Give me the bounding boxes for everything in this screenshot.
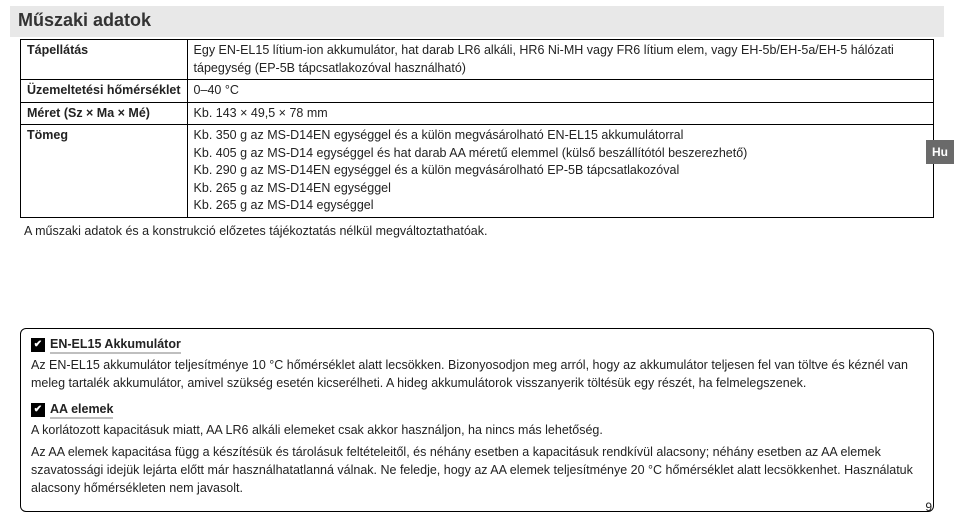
notice-heading: ✔ AA elemek [31, 402, 923, 419]
weight-line: Kb. 265 g az MS-D14EN egységgel [194, 180, 927, 198]
spec-value: 0–40 °C [187, 80, 933, 103]
language-tab: Hu [926, 140, 954, 164]
table-row: Üzemeltetési hőmérséklet 0–40 °C [21, 80, 934, 103]
weight-line: Kb. 350 g az MS-D14EN egységgel és a kül… [194, 127, 927, 145]
specs-table: Tápellátás Egy EN-EL15 lítium-ion akkumu… [20, 39, 934, 218]
notice-heading-text: EN-EL15 Akkumulátor [50, 337, 181, 354]
notice-heading: ✔ EN-EL15 Akkumulátor [31, 337, 923, 354]
spec-label: Tömeg [21, 125, 188, 218]
notice-heading-text: AA elemek [50, 402, 113, 419]
table-row: Méret (Sz × Ma × Mé) Kb. 143 × 49,5 × 78… [21, 102, 934, 125]
check-icon: ✔ [31, 338, 45, 352]
change-notice: A műszaki adatok és a konstrukció előzet… [20, 224, 934, 238]
spec-value: Egy EN-EL15 lítium-ion akkumulátor, hat … [187, 40, 933, 80]
spec-label: Méret (Sz × Ma × Mé) [21, 102, 188, 125]
notice-box: ✔ EN-EL15 Akkumulátor Az EN-EL15 akkumul… [20, 328, 934, 513]
spec-label: Üzemeltetési hőmérséklet [21, 80, 188, 103]
spec-value: Kb. 143 × 49,5 × 78 mm [187, 102, 933, 125]
check-icon: ✔ [31, 403, 45, 417]
notice-paragraph: Az AA elemek kapacitása függ a készítésü… [31, 443, 923, 497]
section-title-bar: Műszaki adatok [10, 6, 944, 37]
weight-line: Kb. 405 g az MS-D14 egységgel és hat dar… [194, 145, 927, 163]
weight-line: Kb. 265 g az MS-D14 egységgel [194, 197, 927, 215]
notice-paragraph: A korlátozott kapacitásuk miatt, AA LR6 … [31, 421, 923, 439]
section-title: Műszaki adatok [18, 10, 936, 31]
spec-label: Tápellátás [21, 40, 188, 80]
weight-line: Kb. 290 g az MS-D14EN egységgel és a kül… [194, 162, 927, 180]
table-row: Tömeg Kb. 350 g az MS-D14EN egységgel és… [21, 125, 934, 218]
notice-paragraph: Az EN-EL15 akkumulátor teljesítménye 10 … [31, 356, 923, 392]
spec-value: Kb. 350 g az MS-D14EN egységgel és a kül… [187, 125, 933, 218]
table-row: Tápellátás Egy EN-EL15 lítium-ion akkumu… [21, 40, 934, 80]
page-number: 9 [925, 500, 932, 514]
